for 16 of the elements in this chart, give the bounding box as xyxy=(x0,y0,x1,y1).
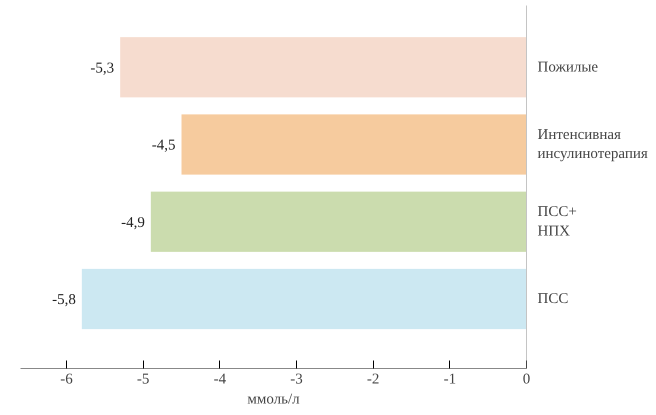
data-label: -5,3 xyxy=(90,60,114,76)
x-tick-label: -2 xyxy=(366,372,380,388)
y-tick-label: Интенсивная инсулинотерапия xyxy=(538,126,648,162)
y-tick-label: ПСС+ НПХ xyxy=(538,204,577,240)
x-tick-label: -3 xyxy=(290,372,303,388)
x-tick-label: -1 xyxy=(444,372,456,388)
data-label: -4,9 xyxy=(121,214,145,231)
x-tick-label: -5 xyxy=(136,372,150,388)
x-tick-label: -6 xyxy=(60,372,74,388)
x-tick-label: -4 xyxy=(214,372,227,388)
y-tick-label: ПСС xyxy=(538,290,568,307)
data-label: -5,8 xyxy=(52,292,76,308)
x-tick-label: 0 xyxy=(522,372,530,388)
x-axis-title: ммоль/л xyxy=(247,392,300,408)
y-tick-label: Пожилые xyxy=(538,59,598,76)
data-label: -4,5 xyxy=(152,138,176,154)
